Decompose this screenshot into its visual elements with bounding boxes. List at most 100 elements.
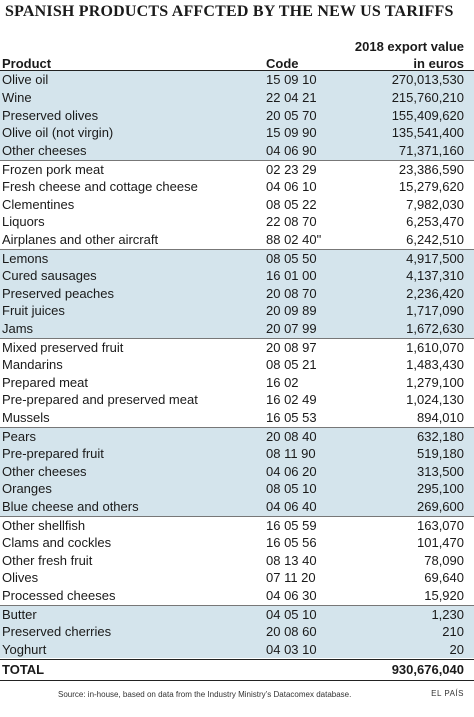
product-cell: Pre-prepared fruit — [2, 445, 104, 461]
export-value-cell: 6,253,470 — [406, 214, 464, 230]
table-row: Pre-prepared fruit 08 11 90 519,180 — [0, 444, 474, 463]
table-row: Liquors 22 08 70 6,253,470 — [0, 213, 474, 231]
product-cell: Mussels — [2, 410, 50, 426]
tariff-table-body: Olive oil 15 09 10 270,013,530 Wine 22 04 21… — [0, 71, 474, 659]
code-cell: 20 05 70 — [266, 107, 317, 123]
product-cell: Clementines — [2, 196, 75, 212]
product-cell: Other fresh fruit — [2, 552, 93, 568]
code-cell: 08 05 10 — [266, 481, 317, 497]
export-value-cell: 2,236,420 — [406, 285, 464, 301]
table-row: Mandarins 08 05 21 1,483,430 — [0, 356, 474, 374]
product-cell: Prepared meat — [2, 374, 88, 390]
export-value-cell: 519,180 — [417, 445, 464, 461]
code-cell: 04 06 40 — [266, 499, 317, 515]
code-cell: 15 09 90 — [266, 125, 317, 141]
product-cell: Olive oil (not virgin) — [2, 125, 114, 141]
header-divider — [0, 70, 474, 71]
header-product: Product — [2, 56, 52, 71]
table-row: Wine 22 04 21 215,760,210 — [0, 88, 474, 107]
product-cell: Other cheeses — [2, 143, 87, 159]
export-value-cell: 1,024,130 — [406, 392, 464, 408]
table-row: Olives 07 11 20 69,640 — [0, 569, 474, 587]
export-value-cell: 15,920 — [424, 588, 464, 604]
code-cell: 22 08 70 — [266, 214, 317, 230]
export-value-cell: 632,180 — [417, 428, 464, 444]
table-row: Other shellfish 16 05 59 163,070 — [0, 515, 474, 534]
product-cell: Frozen pork meat — [2, 161, 104, 177]
product-cell: Olives — [2, 570, 39, 586]
export-value-cell: 23,386,590 — [398, 161, 464, 177]
product-cell: Pears — [2, 428, 36, 444]
export-value-cell: 295,100 — [417, 481, 464, 497]
code-cell: 20 09 89 — [266, 303, 317, 319]
table-row: Yoghurt 04 03 10 20 — [0, 640, 474, 659]
product-cell: Mandarins — [2, 356, 63, 372]
export-value-cell: 313,500 — [417, 463, 464, 479]
code-cell: 16 05 53 — [266, 410, 317, 426]
export-value-cell: 894,010 — [417, 410, 464, 426]
table-row: Preserved olives 20 05 70 155,409,620 — [0, 106, 474, 125]
product-cell: Cured sausages — [2, 267, 97, 283]
code-cell: 04 06 10 — [266, 178, 317, 194]
table-row: Oranges 08 05 10 295,100 — [0, 480, 474, 499]
code-cell: 04 06 90 — [266, 143, 317, 159]
product-cell: Fresh cheese and cottage cheese — [2, 178, 198, 194]
table-row: Pre-prepared and preserved meat 16 02 49 1… — [0, 391, 474, 409]
code-cell: 15 09 10 — [266, 72, 317, 87]
table-row: Lemons 08 05 50 4,917,500 — [0, 248, 474, 267]
code-cell: 22 04 21 — [266, 89, 317, 105]
code-cell: 04 05 10 — [266, 606, 317, 622]
table-row: Other cheeses 04 06 20 313,500 — [0, 462, 474, 481]
table-row: Fresh cheese and cottage cheese 04 06 10 1… — [0, 178, 474, 196]
code-cell: 08 05 22 — [266, 196, 317, 212]
product-cell: Preserved olives — [2, 107, 99, 123]
code-cell: 08 05 50 — [266, 250, 317, 266]
export-value-cell: 1,279,100 — [406, 374, 464, 390]
header-export-value: 2018 export value in euros — [304, 38, 464, 72]
table-row: Olive oil (not virgin) 15 09 90 135,541,40… — [0, 124, 474, 143]
code-cell: 88 02 40" — [266, 232, 322, 248]
table-row: Mixed preserved fruit 20 08 97 1,610,070 — [0, 337, 474, 356]
export-value-cell: 210 — [442, 623, 464, 639]
publisher-credit: EL PAÍS — [431, 689, 464, 698]
code-cell: 20 08 60 — [266, 623, 317, 639]
table-row: Mussels 16 05 53 894,010 — [0, 409, 474, 427]
export-value-cell: 1,230 — [431, 606, 464, 622]
product-cell: Mixed preserved fruit — [2, 339, 124, 355]
code-cell: 16 02 49 — [266, 392, 317, 408]
table-row: Cured sausages 16 01 00 4,137,310 — [0, 266, 474, 285]
code-cell: 20 08 40 — [266, 428, 317, 444]
code-cell: 08 05 21 — [266, 356, 317, 372]
table-row: Prepared meat 16 02 1,279,100 — [0, 374, 474, 392]
product-cell: Liquors — [2, 214, 45, 230]
product-cell: Processed cheeses — [2, 588, 116, 604]
code-cell: 16 05 59 — [266, 517, 317, 533]
code-cell: 07 11 20 — [266, 570, 316, 586]
table-row: Preserved peaches 20 08 70 2,236,420 — [0, 284, 474, 303]
total-row: TOTAL 930,676,040 — [0, 660, 474, 679]
table-row: Butter 04 05 10 1,230 — [0, 604, 474, 623]
header-export-value-line1: 2018 export value — [354, 39, 464, 54]
export-value-cell: 269,600 — [417, 499, 464, 515]
export-value-cell: 7,982,030 — [406, 196, 464, 212]
export-value-cell: 101,470 — [417, 534, 464, 550]
code-cell: 08 11 90 — [266, 445, 316, 461]
header-export-value-line2: in euros — [413, 56, 464, 71]
product-cell: Jams — [2, 321, 34, 337]
export-value-cell: 69,640 — [424, 570, 464, 586]
product-cell: Yoghurt — [2, 641, 47, 657]
code-cell: 16 01 00 — [266, 267, 317, 283]
table-row: Other cheeses 04 06 90 71,371,160 — [0, 142, 474, 160]
product-cell: Wine — [2, 89, 32, 105]
code-cell: 04 03 10 — [266, 641, 317, 657]
export-value-cell: 71,371,160 — [398, 143, 464, 159]
product-cell: Olive oil — [2, 72, 49, 87]
export-value-cell: 270,013,530 — [391, 72, 464, 87]
total-value: 930,676,040 — [391, 662, 464, 677]
export-value-cell: 78,090 — [424, 552, 464, 568]
footer-divider — [0, 680, 474, 681]
table-row: Processed cheeses 04 06 30 15,920 — [0, 587, 474, 605]
code-cell: 08 13 40 — [266, 552, 317, 568]
product-cell: Preserved peaches — [2, 285, 115, 301]
export-value-cell: 6,242,510 — [406, 232, 464, 248]
